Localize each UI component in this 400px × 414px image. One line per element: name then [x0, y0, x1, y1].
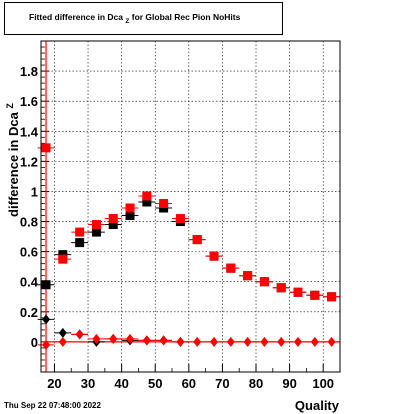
- y-tick-label: 1.2: [20, 154, 38, 169]
- data-point-square: [310, 290, 320, 300]
- y-tick-label: 0.4: [20, 275, 39, 290]
- data-point-square: [108, 214, 118, 224]
- plot-background: [41, 41, 340, 372]
- data-point-square: [142, 197, 152, 207]
- title-box: [4, 2, 283, 35]
- y-axis-label: difference in Dca Z: [5, 103, 21, 217]
- data-point-square: [75, 238, 85, 248]
- plot-frame: [40, 40, 341, 373]
- data-point-diamond: [277, 336, 286, 347]
- data-point-diamond: [109, 333, 118, 344]
- data-point-square: [75, 227, 85, 237]
- data-point-diamond: [294, 336, 303, 347]
- data-point-square: [125, 211, 135, 221]
- x-axis-label: Quality: [295, 398, 340, 413]
- data-point-square: [159, 203, 169, 213]
- svg-text:difference in Dca Z: difference in Dca Z: [5, 103, 21, 217]
- x-tick-label: 50: [148, 376, 162, 391]
- data-point-diamond: [193, 336, 202, 347]
- title-main: Fitted difference in Dca: [29, 12, 123, 22]
- y-tick-label: 1: [31, 184, 38, 199]
- y-tick-label: 0.6: [20, 245, 38, 260]
- data-point-diamond: [210, 336, 219, 347]
- data-point-square: [91, 227, 101, 237]
- data-point-square: [175, 214, 185, 224]
- data-point-square: [226, 263, 236, 273]
- data-point-square: [41, 280, 51, 290]
- data-point-square: [159, 198, 169, 208]
- data-point-diamond: [126, 333, 135, 344]
- data-point-diamond: [58, 336, 67, 347]
- data-point-diamond: [42, 314, 51, 325]
- y-tick-label: 1.8: [20, 64, 38, 79]
- y-tick-label: 0.8: [20, 215, 38, 230]
- data-point-diamond: [226, 336, 235, 347]
- data-point-square: [192, 235, 202, 245]
- data-point-diamond: [243, 336, 252, 347]
- data-point-square: [125, 203, 135, 213]
- data-point-diamond: [75, 329, 84, 340]
- data-point-diamond: [260, 336, 269, 347]
- data-point-square: [259, 277, 269, 287]
- data-point-diamond: [42, 339, 51, 350]
- y-tick-label: 0.2: [20, 305, 38, 320]
- data-point-square: [91, 220, 101, 230]
- data-point-square: [276, 283, 286, 293]
- x-tick-label: 60: [182, 376, 196, 391]
- data-point-square: [41, 143, 51, 153]
- x-tick-label: 100: [312, 376, 334, 391]
- data-point-square: [209, 251, 219, 261]
- plot-area: 0 0.2 0.4 0.6 0.8 1 1.2 1.4 1.6 1.8 20 30 40 50 60 70 80…: [20, 40, 341, 391]
- y-tick-label: 0: [31, 335, 38, 350]
- x-tick-label: 30: [81, 376, 95, 391]
- x-tick-label: 80: [249, 376, 263, 391]
- data-point-diamond: [310, 336, 319, 347]
- x-tick-label: 20: [47, 376, 61, 391]
- data-point-diamond: [142, 335, 151, 346]
- y-axis-label-main: difference in Dca: [6, 111, 21, 217]
- svg-text:Fitted difference in Dca: Fitted difference in Dca Z for Global Re…: [29, 12, 241, 25]
- y-tick-label: 1.6: [20, 94, 38, 109]
- data-point-square: [108, 220, 118, 230]
- data-point-diamond: [58, 327, 67, 338]
- data-point-square: [293, 287, 303, 297]
- title-subscript: Z: [125, 18, 129, 25]
- y-axis-label-subscript: Z: [5, 103, 15, 109]
- chart-title: Fitted difference in Dca Z for Global Re…: [29, 12, 241, 25]
- data-point-square: [58, 254, 68, 264]
- data-point-square: [58, 250, 68, 260]
- title-rest: for Global Rec Pion NoHits: [132, 12, 241, 22]
- data-point-square: [327, 292, 337, 302]
- data-point-diamond: [159, 335, 168, 346]
- data-point-square: [142, 191, 152, 201]
- data-point-square: [243, 271, 253, 281]
- data-point-diamond: [327, 336, 336, 347]
- x-tick-label: 90: [282, 376, 296, 391]
- data-point-diamond: [176, 336, 185, 347]
- x-tick-label: 40: [114, 376, 128, 391]
- data-point-diamond: [92, 333, 101, 344]
- footer-date: Thu Sep 22 07:48:00 2022: [4, 401, 101, 410]
- y-tick-label: 1.4: [20, 124, 39, 139]
- x-tick-label: 70: [215, 376, 229, 391]
